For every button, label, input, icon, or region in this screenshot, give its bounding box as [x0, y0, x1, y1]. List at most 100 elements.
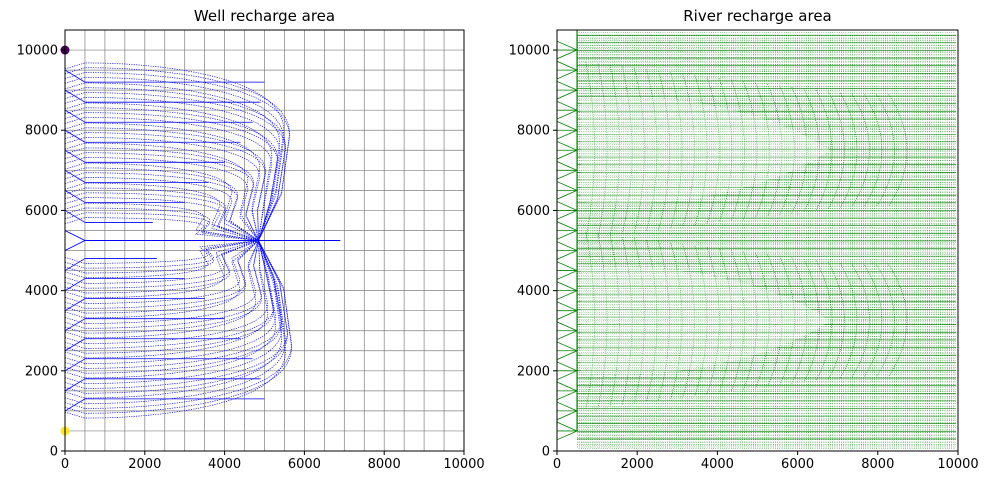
river-arc [646, 69, 658, 232]
pathline-group [65, 240, 282, 379]
pathline [65, 187, 259, 241]
pathline [65, 127, 266, 241]
x-tick-label: 10000 [443, 457, 484, 472]
river-arc [670, 242, 683, 399]
pathline [65, 76, 285, 241]
river-arc [670, 72, 683, 229]
y-tick-label: 4000 [25, 284, 58, 299]
river-arc [743, 251, 758, 390]
pathline [65, 240, 274, 349]
x-tick-label: 10000 [937, 457, 978, 472]
pathline-fan [65, 190, 86, 203]
river-arc [767, 254, 783, 387]
river-gap-zone [581, 96, 830, 204]
pathline [65, 137, 261, 241]
x-tick-label: 4000 [208, 457, 241, 472]
river-arc [634, 67, 645, 233]
pathline [65, 240, 282, 369]
river-arc [803, 88, 820, 213]
pathline [65, 142, 259, 241]
pathline-fan [65, 129, 86, 143]
pathline-fan [65, 109, 86, 123]
river-arc [585, 62, 595, 239]
pathline-fan [65, 89, 86, 103]
river-arc [682, 73, 695, 227]
pathline [65, 240, 262, 329]
river-arc [767, 84, 783, 217]
river-arc [864, 264, 883, 377]
river-arc [815, 89, 833, 211]
outlet-fan [65, 230, 86, 251]
river-arc [706, 247, 720, 395]
pathline [65, 177, 259, 241]
river-arc [791, 86, 808, 214]
river-arc [876, 94, 895, 207]
y-tick-label: 8000 [25, 124, 58, 139]
y-tick-label: 8000 [517, 124, 550, 139]
river-arc [718, 78, 733, 223]
pathline [65, 192, 259, 241]
pathline [65, 240, 287, 405]
pathline [65, 112, 278, 241]
chart-title: Well recharge area [194, 7, 335, 25]
river-arc [852, 264, 870, 377]
river-arc [646, 239, 658, 402]
pathline [65, 240, 259, 324]
pathline [65, 240, 259, 319]
pathline-fan [65, 298, 86, 312]
pathline [65, 240, 259, 339]
pathline [65, 82, 281, 241]
y-tick-label: 0 [50, 445, 58, 460]
pathline [65, 240, 259, 309]
river-arc [791, 257, 808, 385]
pathline-fan [65, 378, 86, 392]
pathline-group [65, 240, 259, 319]
river-arc [730, 79, 745, 221]
river-recharge-panel: 0 2000 4000 6000 8000 10000 0 2000 4000 6000 8000 1… [509, 7, 979, 472]
pathline [65, 147, 259, 241]
y-tick-label: 2000 [25, 364, 58, 379]
pathline [65, 62, 285, 241]
river-arc [779, 255, 795, 386]
y-tick-label: 0 [542, 445, 550, 460]
pathline [65, 122, 261, 241]
well-axes-frame [64, 29, 465, 452]
y-tick-label: 2000 [517, 364, 550, 379]
pathline [65, 240, 292, 414]
river-arc [658, 70, 670, 230]
pathline [65, 240, 283, 384]
river-arc [839, 263, 858, 379]
pathline [65, 107, 278, 241]
river-arc [609, 64, 620, 236]
pathline-group [65, 240, 292, 419]
pathline-group [65, 182, 259, 241]
x-tick-label: 8000 [368, 457, 401, 472]
pathline-group [65, 240, 259, 279]
y-tick-label: 4000 [517, 284, 550, 299]
pathline [65, 172, 259, 241]
pathline-fan [65, 338, 86, 352]
pathline-group [65, 202, 259, 241]
river-plot-area [557, 30, 956, 449]
pathline-fan [65, 318, 86, 332]
y-tick-label: 6000 [517, 204, 550, 219]
pathline [65, 102, 273, 241]
river-arc [803, 258, 820, 383]
pathline [65, 92, 286, 241]
x-tick-label: 6000 [781, 457, 814, 472]
river-arc [730, 250, 745, 392]
pathline-group [65, 240, 274, 359]
river-arc [888, 264, 908, 377]
y-tick-label: 10000 [17, 44, 58, 59]
pathline [65, 240, 259, 274]
river-arc [779, 85, 795, 216]
x-tick-label: 2000 [621, 457, 654, 472]
river-arc [888, 94, 908, 207]
river-arc [743, 81, 758, 220]
pathline [65, 240, 269, 359]
pathline [65, 197, 259, 241]
x-tick-label: 4000 [701, 457, 734, 472]
well-plot-area [65, 30, 464, 451]
river-arc [718, 248, 733, 393]
